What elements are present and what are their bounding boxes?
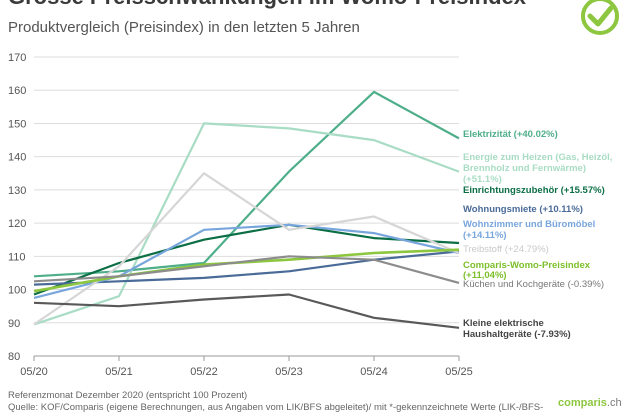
series-line (33, 122, 460, 326)
series-label: (+14.11%) (463, 230, 507, 241)
x-tick-label: 05/25 (445, 366, 473, 378)
series-label: (+51.1%) (463, 174, 502, 185)
series-label: Energie zum Heizen (Gas, Heizöl, (463, 152, 612, 163)
series-label: Elektrizität (+40.02%) (463, 129, 558, 140)
series-labels: Elektrizität (+40.02%) Energie zum Heizen… (463, 129, 612, 340)
series-label: Kleine elektrische (463, 318, 544, 329)
x-tick-label: 05/24 (360, 366, 388, 378)
y-tick-label: 160 (8, 85, 26, 97)
series-label: Einrichtungszubehör (+15.57%) (463, 185, 605, 196)
y-tick-label: 140 (8, 152, 26, 164)
grid-lines (34, 56, 459, 357)
y-tick-label: 130 (8, 185, 26, 197)
series-label: Haushaltgeräte (-7.93%) (463, 329, 571, 340)
series-label: Wohnzimmer und Büromöbel (463, 219, 595, 230)
series-lines (33, 90, 460, 329)
footer-reference-note: Referenzmonat Dezember 2020 (entspricht … (8, 390, 248, 401)
series-line (33, 90, 460, 278)
y-tick-label: 80 (8, 351, 20, 363)
series-label: (+11,04%) (463, 270, 507, 281)
x-tick-label: 05/22 (190, 366, 218, 378)
y-tick-label: 170 (8, 52, 26, 64)
y-tick-label: 150 (8, 118, 26, 130)
chart-subtitle: Produktvergleich (Preisindex) in den let… (8, 19, 360, 36)
checkmark-logo-icon (581, 0, 619, 35)
y-tick-label: 100 (8, 285, 26, 297)
series-label: Küchen und Kochgeräte (-0.39%) (463, 279, 604, 290)
brand-tld: .ch (606, 397, 622, 409)
series-label: Wohnungsmiete (+10.11%) (463, 204, 583, 215)
brand-name: comparis (558, 397, 607, 409)
series-label: Comparis-Womo-Preisindex (463, 260, 591, 271)
footer-source-note: Quelle: KOF/Comparis (eigene Berechnunge… (8, 402, 544, 413)
y-axis-ticks: 80 90 100 110 120 130 140 150 160 170 (8, 52, 26, 363)
series-line (33, 293, 460, 329)
y-tick-label: 90 (8, 318, 20, 330)
x-axis-ticks: 05/20 05/21 05/22 05/23 05/24 05/25 (20, 356, 473, 378)
series-line (33, 250, 460, 286)
brand-logo: comparis.ch (558, 397, 622, 409)
x-tick-label: 05/20 (20, 366, 48, 378)
series-label: Treibstoff (+24.79%) (463, 244, 549, 255)
series-line (33, 223, 460, 296)
y-tick-label: 110 (8, 251, 26, 263)
x-tick-label: 05/21 (105, 366, 133, 378)
series-line (33, 172, 460, 326)
series-line (33, 255, 460, 284)
chart-title: Grosse Preisschwankungen im Womo-Preisin… (8, 0, 526, 10)
series-label: Brennholz und Fernwärme) (463, 163, 586, 174)
y-tick-label: 120 (8, 218, 26, 230)
x-tick-label: 05/23 (275, 366, 303, 378)
